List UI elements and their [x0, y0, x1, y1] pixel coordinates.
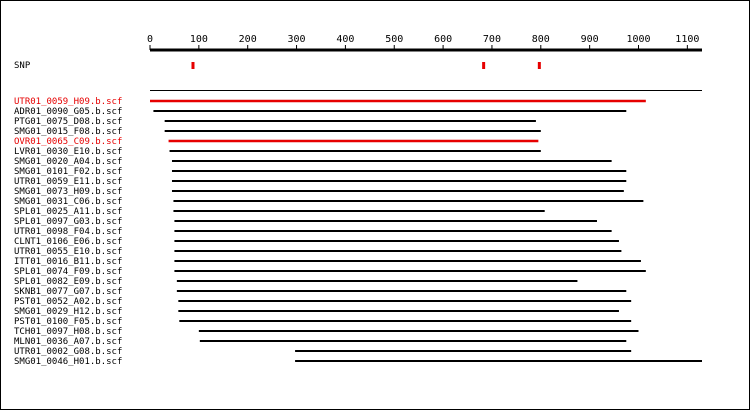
axis-tick-label: 100: [190, 34, 208, 45]
read-name[interactable]: SPL01_0074_F09.b.scf: [14, 267, 122, 277]
read-name[interactable]: UTR01_0059_H09.b.scf: [14, 97, 122, 107]
snp-marker: [191, 62, 195, 69]
read-name[interactable]: SPL01_0082_E09.b.scf: [14, 277, 122, 287]
read-name[interactable]: UTR01_0098_F04.b.scf: [14, 227, 122, 237]
snp-track-label: SNP: [14, 61, 31, 71]
read-name[interactable]: UTR01_0059_E11.b.scf: [14, 177, 122, 187]
axis-tick-label: 900: [581, 34, 599, 45]
read-name[interactable]: SKNB1_0077_G07.b.scf: [14, 287, 122, 297]
axis-tick-label: 700: [483, 34, 501, 45]
read-name[interactable]: UTR01_0002_G08.b.scf: [14, 347, 122, 357]
axis-tick-label: 1100: [675, 34, 699, 45]
ruler-axis: 0 100 200 300 400 500 600 700 800 900 1000 1100: [147, 34, 702, 52]
read-name[interactable]: ITT01_0016_B11.b.scf: [14, 257, 122, 267]
read-name[interactable]: SMG01_0031_C06.b.scf: [14, 197, 122, 207]
read-name[interactable]: PTG01_0075_D08.b.scf: [14, 117, 122, 127]
read-name[interactable]: SMG01_0015_F08.b.scf: [14, 127, 122, 137]
read-name[interactable]: SMG01_0101_F02.b.scf: [14, 167, 122, 177]
read-name[interactable]: OVR01_0065_C09.b.scf: [14, 137, 122, 147]
read-name[interactable]: SPL01_0025_A11.b.scf: [14, 207, 122, 217]
read-name[interactable]: ADR01_0090_G05.b.scf: [14, 107, 122, 117]
snp-marker: [537, 62, 541, 69]
snp-marker: [482, 62, 486, 69]
read-name[interactable]: SPL01_0097_G03.b.scf: [14, 217, 122, 227]
axis-tick-label: 300: [288, 34, 306, 45]
reads-list: UTR01_0059_H09.b.scfADR01_0090_G05.b.scf…: [14, 97, 702, 367]
axis-tick-label: 500: [385, 34, 403, 45]
axis-tick-label: 1000: [626, 34, 650, 45]
read-name[interactable]: SMG01_0029_H12.b.scf: [14, 307, 122, 317]
read-name[interactable]: TCH01_0097_H08.b.scf: [14, 327, 122, 337]
axis-tick-label: 0: [147, 34, 153, 45]
read-name[interactable]: PST01_0052_A02.b.scf: [14, 297, 122, 307]
axis-tick-label: 200: [239, 34, 257, 45]
axis-tick-label: 600: [434, 34, 452, 45]
read-name[interactable]: PST01_0100_F05.b.scf: [14, 317, 122, 327]
read-name[interactable]: SMG01_0046_H01.b.scf: [14, 357, 122, 367]
read-name[interactable]: UTR01_0055_E10.b.scf: [14, 247, 122, 257]
read-name[interactable]: SMG01_0020_A04.b.scf: [14, 157, 122, 167]
axis-tick-label: 800: [532, 34, 550, 45]
read-name[interactable]: MLN01_0036_A07.b.scf: [14, 337, 122, 347]
axis-tick-label: 400: [336, 34, 354, 45]
snp-track: SNP: [14, 61, 541, 71]
read-name[interactable]: SMG01_0073_H09.b.scf: [14, 187, 122, 197]
read-name[interactable]: LVR01_0030_E10.b.scf: [14, 147, 122, 157]
read-name[interactable]: CLNT1_0106_E06.b.scf: [14, 237, 122, 247]
